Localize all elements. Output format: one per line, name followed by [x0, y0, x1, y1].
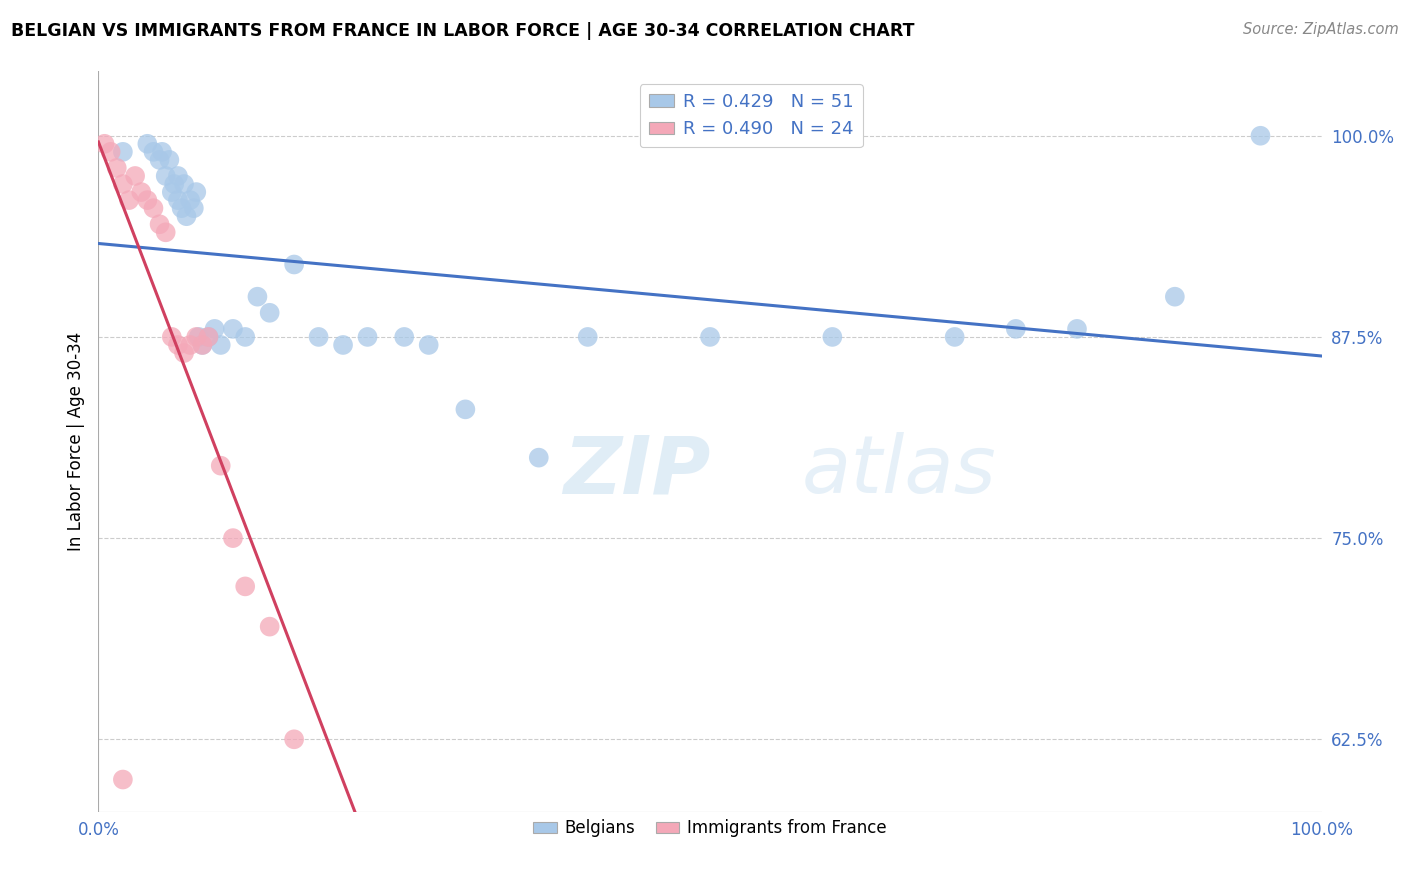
Point	[105, 161, 128, 175]
Point	[124, 169, 146, 183]
Point	[160, 330, 183, 344]
Point	[209, 338, 232, 352]
Point	[179, 338, 201, 352]
Point	[167, 169, 190, 183]
Point	[1249, 128, 1271, 143]
Point	[191, 338, 214, 352]
Point	[418, 338, 440, 352]
Point	[204, 322, 226, 336]
Point	[155, 225, 177, 239]
Point	[142, 145, 165, 159]
Text: ZIP: ZIP	[564, 432, 710, 510]
Point	[392, 330, 416, 344]
Legend: Belgians, Immigrants from France: Belgians, Immigrants from France	[526, 813, 894, 844]
Point	[136, 193, 159, 207]
Point	[173, 346, 195, 360]
Point	[160, 185, 183, 199]
Point	[1164, 290, 1187, 304]
Point	[283, 732, 305, 747]
Point	[222, 322, 245, 336]
Point	[821, 330, 844, 344]
Point	[197, 330, 219, 344]
Point	[186, 330, 208, 344]
Point	[1066, 322, 1088, 336]
Point	[111, 145, 134, 159]
Point	[118, 193, 141, 207]
Point	[332, 338, 354, 352]
Point	[308, 330, 330, 344]
Point	[129, 185, 152, 199]
Point	[111, 772, 134, 787]
Point	[176, 209, 198, 223]
Point	[100, 145, 122, 159]
Point	[111, 177, 134, 191]
Point	[576, 330, 599, 344]
Point	[163, 177, 186, 191]
Point	[173, 177, 195, 191]
Point	[943, 330, 966, 344]
Y-axis label: In Labor Force | Age 30-34: In Labor Force | Age 30-34	[66, 332, 84, 551]
Point	[699, 330, 721, 344]
Point	[233, 330, 256, 344]
Point	[454, 402, 477, 417]
Point	[179, 193, 201, 207]
Point	[93, 136, 115, 151]
Point	[186, 185, 208, 199]
Point	[155, 169, 177, 183]
Point	[233, 579, 256, 593]
Point	[167, 338, 190, 352]
Point	[150, 145, 173, 159]
Text: Source: ZipAtlas.com: Source: ZipAtlas.com	[1243, 22, 1399, 37]
Point	[209, 458, 232, 473]
Point	[259, 620, 281, 634]
Point	[1004, 322, 1026, 336]
Point	[283, 258, 305, 272]
Point	[149, 153, 172, 167]
Point	[157, 153, 180, 167]
Point	[356, 330, 378, 344]
Text: BELGIAN VS IMMIGRANTS FROM FRANCE IN LABOR FORCE | AGE 30-34 CORRELATION CHART: BELGIAN VS IMMIGRANTS FROM FRANCE IN LAB…	[11, 22, 915, 40]
Point	[149, 217, 172, 231]
Point	[259, 306, 281, 320]
Point	[183, 201, 205, 215]
Point	[136, 136, 159, 151]
Point	[246, 290, 269, 304]
Point	[142, 201, 165, 215]
Point	[222, 531, 245, 545]
Point	[191, 338, 214, 352]
Point	[197, 330, 219, 344]
Point	[170, 201, 193, 215]
Point	[527, 450, 550, 465]
Point	[167, 193, 190, 207]
Point	[187, 330, 209, 344]
Text: atlas: atlas	[801, 432, 997, 510]
